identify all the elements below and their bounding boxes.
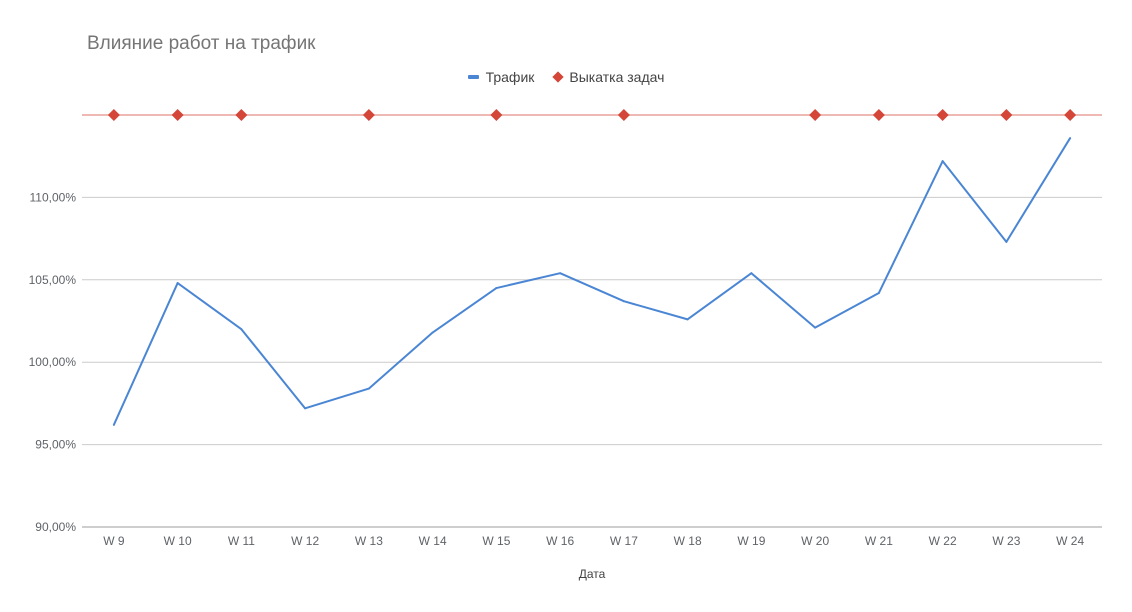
x-tick-label: W 12 (291, 534, 319, 548)
legend-line-swatch (467, 75, 479, 79)
legend-label-traffic: Трафик (485, 69, 535, 85)
y-tick-label: 105,00% (29, 273, 77, 287)
x-tick-label: W 18 (674, 534, 702, 548)
x-tick-label: W 24 (1056, 534, 1084, 548)
x-tick-label: W 11 (228, 534, 255, 548)
rollout-marker (617, 109, 630, 121)
rollout-marker (872, 109, 885, 121)
traffic-point (1005, 240, 1008, 243)
rollout-marker (107, 109, 120, 121)
rollout-marker (171, 109, 184, 121)
rollout-marker (936, 109, 949, 121)
x-tick-label: W 14 (419, 534, 447, 548)
y-tick-label: 110,00% (30, 190, 77, 204)
traffic-point (176, 282, 179, 285)
traffic-point (1069, 137, 1072, 140)
y-tick-label: 95,00% (35, 438, 76, 452)
x-tick-label: W 23 (992, 534, 1020, 548)
traffic-point (431, 331, 434, 334)
legend-entry-rollout[interactable]: Выкатка задач (552, 69, 665, 85)
x-tick-label: W 9 (103, 534, 125, 548)
traffic-point (750, 272, 753, 275)
traffic-point (877, 291, 880, 294)
legend-label-rollout: Выкатка задач (569, 69, 665, 85)
traffic-point (240, 328, 243, 331)
chart-title: Влияние работ на трафик (87, 33, 316, 54)
x-axis-labels: W 9 W 10 W 11 W 12 W 13 W 14 W 15 W 16 W 17 W 18 W… (103, 534, 1084, 548)
x-tick-label: W 20 (801, 534, 829, 548)
x-tick-label: W 15 (482, 534, 510, 548)
traffic-point (941, 160, 944, 163)
traffic-point (304, 407, 307, 410)
rollout-marker (1000, 109, 1013, 121)
traffic-point (112, 423, 115, 426)
x-axis-title: Дата (579, 567, 606, 581)
traffic-point (559, 272, 562, 275)
x-tick-label: W 10 (164, 534, 192, 548)
traffic-point (495, 287, 498, 290)
x-tick-label: W 16 (546, 534, 574, 548)
x-tick-label: W 17 (610, 534, 638, 548)
gridlines (82, 196, 1102, 528)
traffic-point (686, 318, 689, 321)
x-tick-label: W 19 (737, 534, 765, 548)
traffic-line (112, 137, 1071, 426)
rollout-marker (235, 109, 248, 121)
rollout-marker (362, 109, 375, 121)
y-axis-labels: 90,00% 95,00% 100,00% 105,00% 110,00% (29, 190, 77, 534)
traffic-point (367, 387, 370, 390)
legend: Трафик Выкатка задач (0, 69, 1132, 85)
rollout-marker (809, 109, 822, 121)
rollout-marker (490, 109, 503, 121)
y-tick-label: 90,00% (35, 520, 76, 534)
traffic-point (814, 326, 817, 329)
legend-entry-traffic[interactable]: Трафик (467, 69, 535, 85)
x-tick-label: W 13 (355, 534, 383, 548)
traffic-point (622, 300, 625, 303)
x-tick-label: W 21 (865, 534, 893, 548)
rollout-marker (1064, 109, 1077, 121)
series-area (82, 109, 1102, 426)
y-tick-label: 100,00% (29, 355, 77, 369)
x-tick-label: W 22 (929, 534, 957, 548)
